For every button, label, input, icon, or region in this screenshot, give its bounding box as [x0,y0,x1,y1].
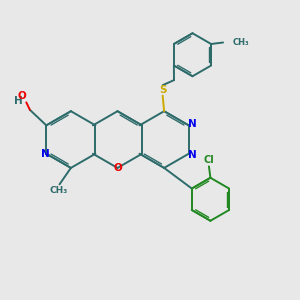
Text: O: O [17,92,26,101]
Text: CH₃: CH₃ [50,186,68,195]
Text: CH₃: CH₃ [232,38,249,47]
Text: H: H [14,97,23,106]
Text: O: O [113,163,122,173]
Text: N: N [188,119,197,129]
Text: N: N [188,150,197,160]
Text: S: S [159,85,166,95]
Text: N: N [41,149,50,159]
Text: Cl: Cl [204,155,214,165]
